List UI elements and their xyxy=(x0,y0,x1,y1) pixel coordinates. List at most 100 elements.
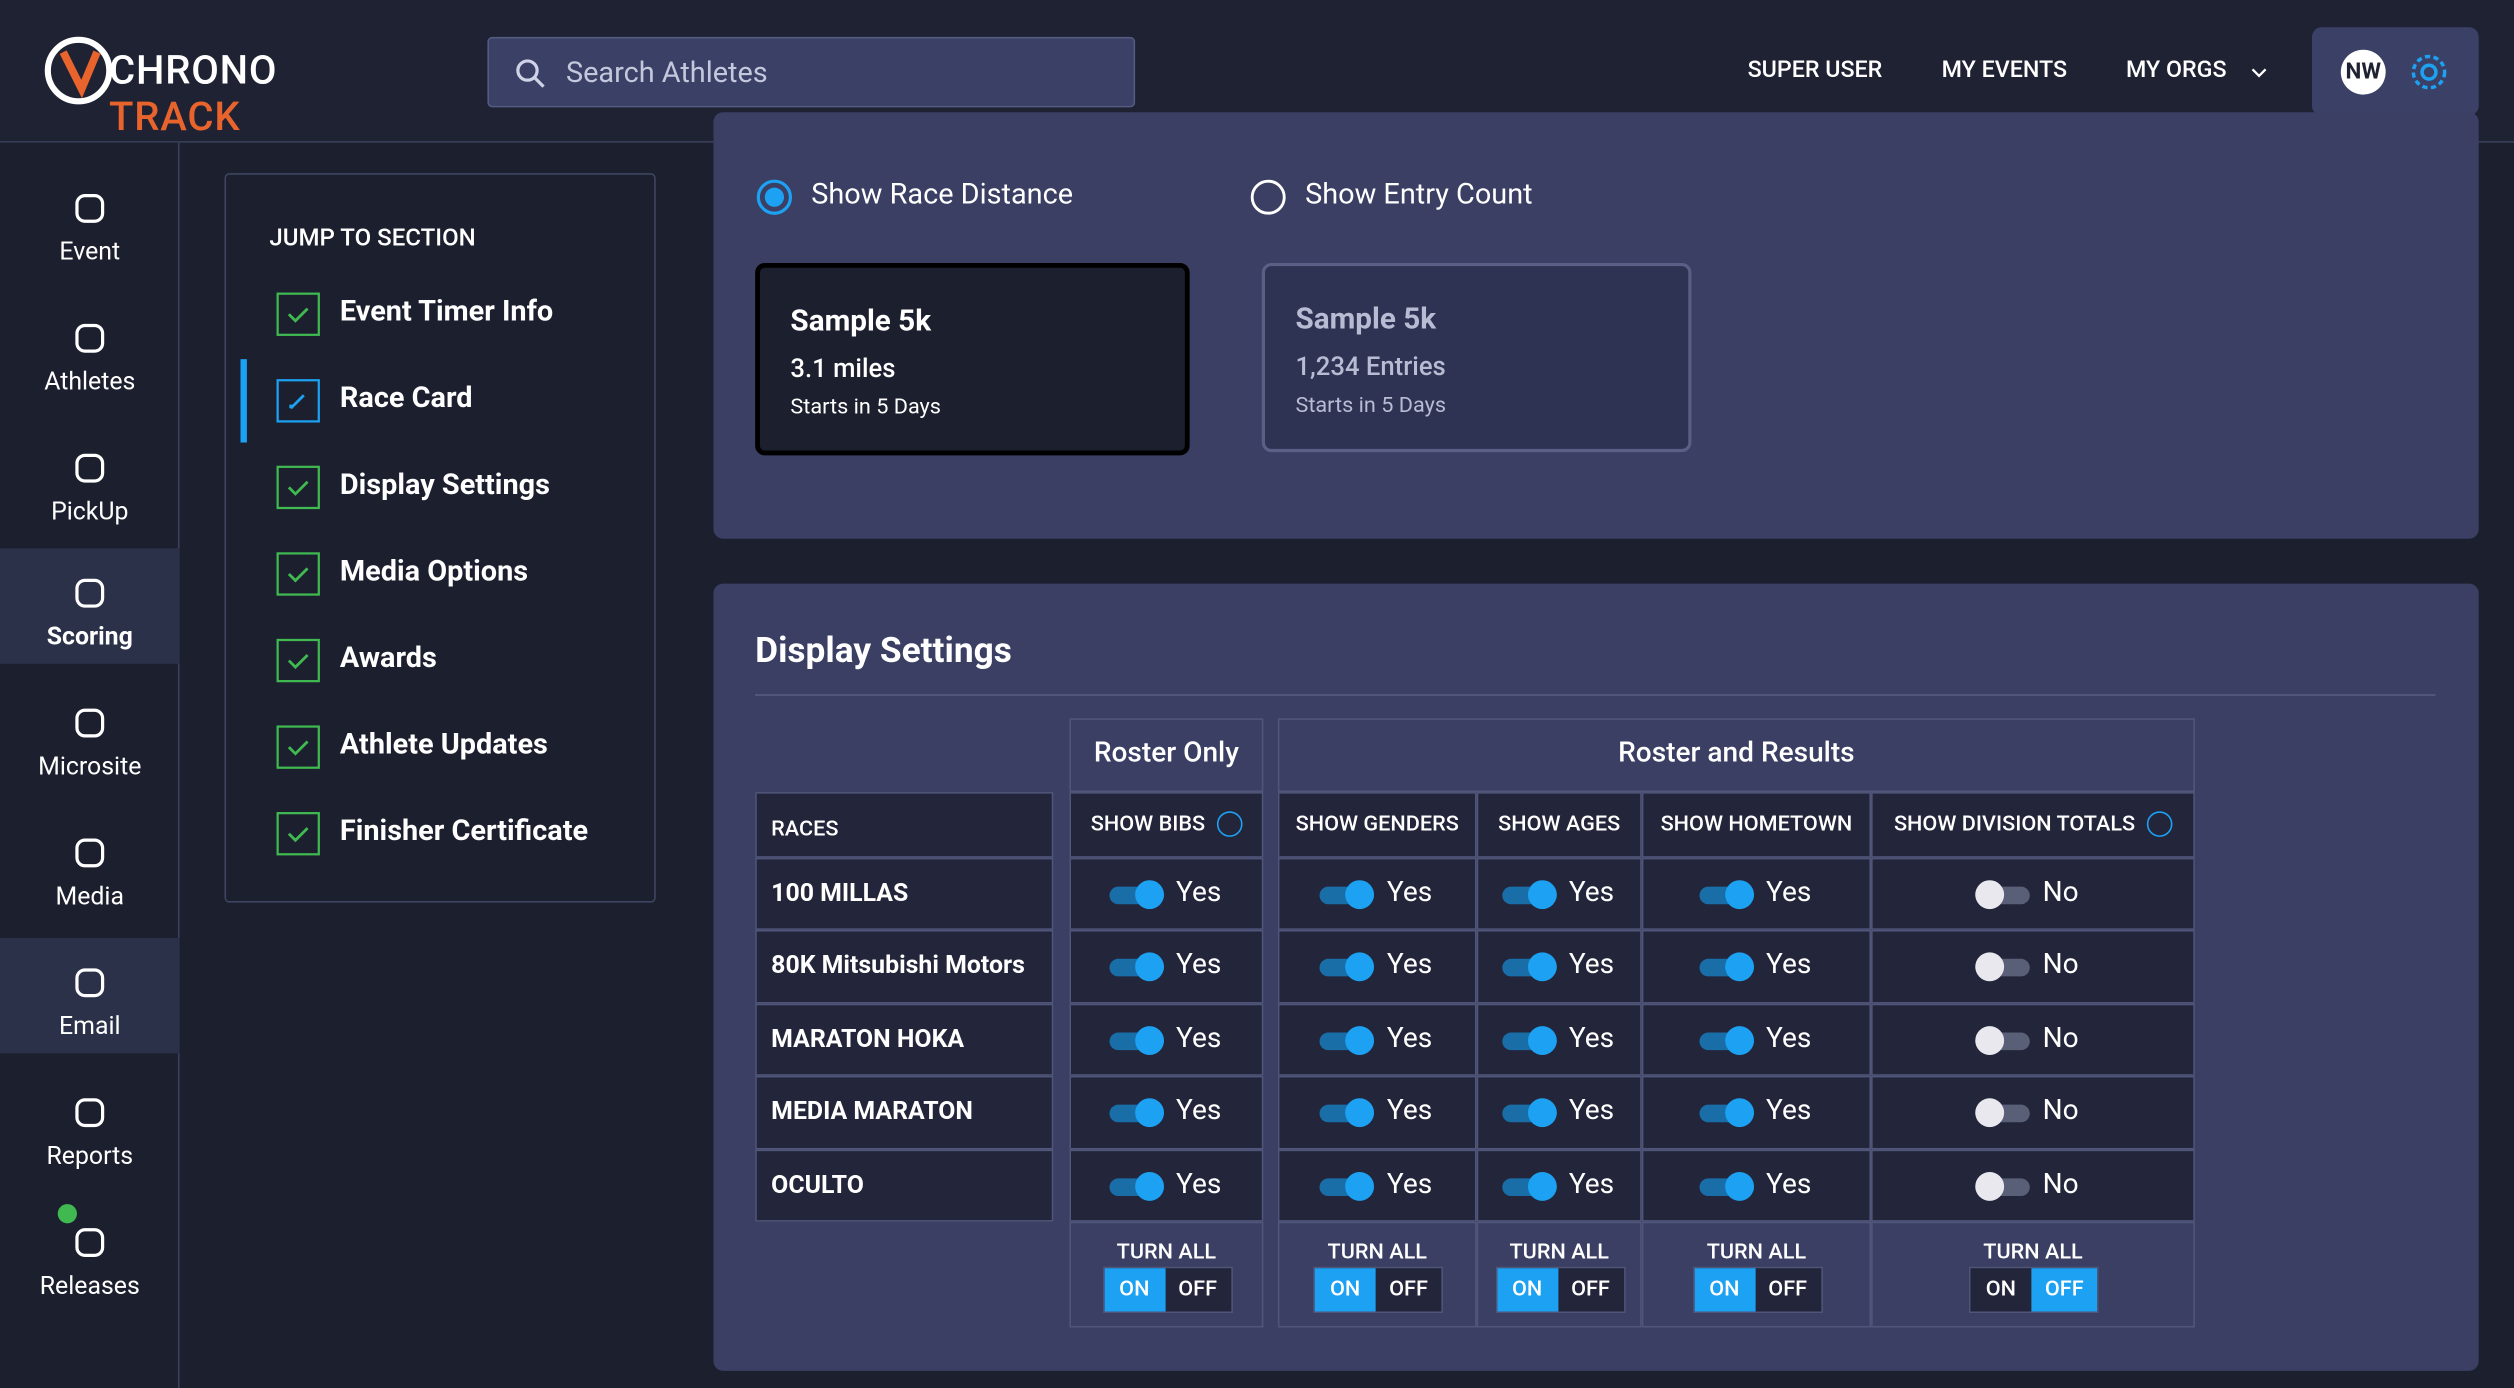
toggle-value: No xyxy=(2042,877,2079,910)
toggle[interactable] xyxy=(1698,880,1754,910)
toggle[interactable] xyxy=(1319,952,1375,982)
toggle-cell: Yes xyxy=(1641,857,1872,931)
toggle-knob xyxy=(1134,952,1164,982)
settings-icon xyxy=(2408,51,2450,93)
toggle[interactable] xyxy=(1501,1098,1557,1128)
jump-item[interactable]: Event Timer Info xyxy=(226,292,654,337)
chevron xyxy=(2248,59,2270,81)
section-title: Display Settings xyxy=(755,631,1012,672)
race-cell: 100 MILLAS xyxy=(755,857,1054,931)
turn-all-on[interactable]: ON xyxy=(1985,1276,2017,1302)
jump-check xyxy=(276,725,321,770)
info-icon[interactable] xyxy=(2146,811,2173,837)
toggle[interactable] xyxy=(1319,1098,1375,1128)
column-label: SHOW GENDERS xyxy=(1295,811,1459,837)
sidebar-item[interactable]: PickUp xyxy=(0,423,180,538)
sidebar-item[interactable]: Releases xyxy=(0,1198,180,1313)
nav-link[interactable]: SUPER USER xyxy=(1747,56,1883,84)
sidebar-icon-svg xyxy=(75,968,105,998)
race-card[interactable]: Sample 5k 1,234 Entries Starts in 5 Days xyxy=(1261,262,1692,453)
column-label: SHOW AGES xyxy=(1498,811,1621,837)
radio-option[interactable]: Show Race Distance xyxy=(755,176,1140,218)
turn-all-on[interactable]: ON xyxy=(1693,1268,1755,1312)
sidebar-icon xyxy=(71,834,109,872)
jump-item[interactable]: Finisher Certificate xyxy=(226,811,654,856)
toggle-knob xyxy=(1527,1025,1557,1055)
radio-svg xyxy=(756,179,793,215)
turn-all-off[interactable]: OFF xyxy=(1178,1276,1218,1302)
sidebar-item[interactable]: Media xyxy=(0,808,180,923)
radio-option[interactable]: Show Entry Count xyxy=(1249,176,1634,218)
toggle[interactable] xyxy=(1108,952,1164,982)
race-card[interactable]: Sample 5k 3.1 miles Starts in 5 Days xyxy=(755,262,1190,456)
turn-all-on[interactable]: ON xyxy=(1314,1268,1376,1312)
column-header: SHOW GENDERS xyxy=(1277,792,1477,858)
sidebar-icon xyxy=(71,964,109,1002)
turn-all-off[interactable]: OFF xyxy=(1768,1276,1808,1302)
toggle[interactable] xyxy=(1975,1098,2030,1128)
turn-all-buttons: ON OFF xyxy=(1495,1266,1625,1314)
column-header: SHOW BIBS xyxy=(1069,792,1264,858)
toggle[interactable] xyxy=(1501,1171,1557,1201)
search-box[interactable]: Search Athletes xyxy=(487,36,1136,108)
toggle-value: Yes xyxy=(1568,1022,1615,1055)
toggle[interactable] xyxy=(1698,952,1754,982)
sidebar-item[interactable]: Reports xyxy=(0,1068,180,1183)
turn-all-on[interactable]: ON xyxy=(1103,1268,1165,1312)
column-label: SHOW HOMETOWN xyxy=(1660,811,1853,837)
user-menu[interactable]: NW xyxy=(2311,27,2479,116)
jump-item[interactable]: Race Card xyxy=(226,359,654,443)
turn-all-cell: TURN ALL ON OFF xyxy=(1069,1221,1264,1328)
toggle-value: Yes xyxy=(1386,1022,1433,1055)
turn-all-off[interactable]: OFF xyxy=(2031,1268,2098,1312)
toggle[interactable] xyxy=(1975,952,2030,982)
sidebar-item[interactable]: Scoring xyxy=(0,548,180,664)
sidebar-item[interactable]: Athletes xyxy=(0,293,180,408)
toggle[interactable] xyxy=(1108,1025,1164,1055)
toggle[interactable] xyxy=(1501,952,1557,982)
toggle[interactable] xyxy=(1108,1171,1164,1201)
turn-all-cell: TURN ALL ON OFF xyxy=(1871,1221,2195,1328)
race-cell: MEDIA MARATON xyxy=(755,1076,1054,1149)
toggle[interactable] xyxy=(1975,1025,2030,1055)
toggle[interactable] xyxy=(1501,880,1557,910)
sidebar-item[interactable]: Email xyxy=(0,937,180,1054)
toggle[interactable] xyxy=(1319,1025,1375,1055)
toggle-knob xyxy=(1345,880,1375,910)
jump-item[interactable]: Media Options xyxy=(226,552,654,597)
jump-item[interactable]: Awards xyxy=(226,638,654,683)
turn-all-off[interactable]: OFF xyxy=(1389,1276,1428,1302)
turn-all-cell: TURN ALL ON OFF xyxy=(1476,1221,1642,1328)
toggle[interactable] xyxy=(1698,1098,1754,1128)
nav-link[interactable]: MY ORGS xyxy=(2125,56,2227,84)
jump-item[interactable]: Athlete Updates xyxy=(226,725,654,770)
toggle[interactable] xyxy=(1501,1025,1557,1055)
turn-all-on[interactable]: ON xyxy=(1496,1268,1558,1312)
toggle-knob xyxy=(1724,880,1754,910)
column-header: SHOW AGES xyxy=(1476,792,1642,858)
sidebar-icon xyxy=(71,1223,109,1261)
info-icon[interactable] xyxy=(1216,811,1243,837)
toggle-cell: Yes xyxy=(1069,1003,1264,1077)
turn-all-off[interactable]: OFF xyxy=(1571,1276,1610,1302)
sidebar-item[interactable]: Microsite xyxy=(0,678,180,793)
toggle-cell: Yes xyxy=(1277,930,1477,1004)
toggle[interactable] xyxy=(1319,1171,1375,1201)
race-name: MEDIA MARATON xyxy=(771,1096,973,1126)
toggle[interactable] xyxy=(1698,1025,1754,1055)
jump-item[interactable]: Display Settings xyxy=(226,465,654,510)
turn-all-label: TURN ALL xyxy=(1706,1239,1807,1266)
turn-all-buttons: ON OFF xyxy=(1692,1266,1823,1314)
logo: CHRONO TRACK xyxy=(109,48,277,141)
toggle[interactable] xyxy=(1319,880,1375,910)
toggle[interactable] xyxy=(1975,880,2030,910)
jump-check-svg xyxy=(276,638,320,683)
toggle[interactable] xyxy=(1108,1098,1164,1128)
nav-link[interactable]: MY EVENTS xyxy=(1941,56,2068,84)
sidebar-item[interactable]: Event xyxy=(0,164,180,279)
toggle-knob xyxy=(1724,1025,1754,1055)
toggle[interactable] xyxy=(1698,1171,1754,1201)
toggle[interactable] xyxy=(1975,1171,2030,1201)
toggle[interactable] xyxy=(1108,880,1164,910)
